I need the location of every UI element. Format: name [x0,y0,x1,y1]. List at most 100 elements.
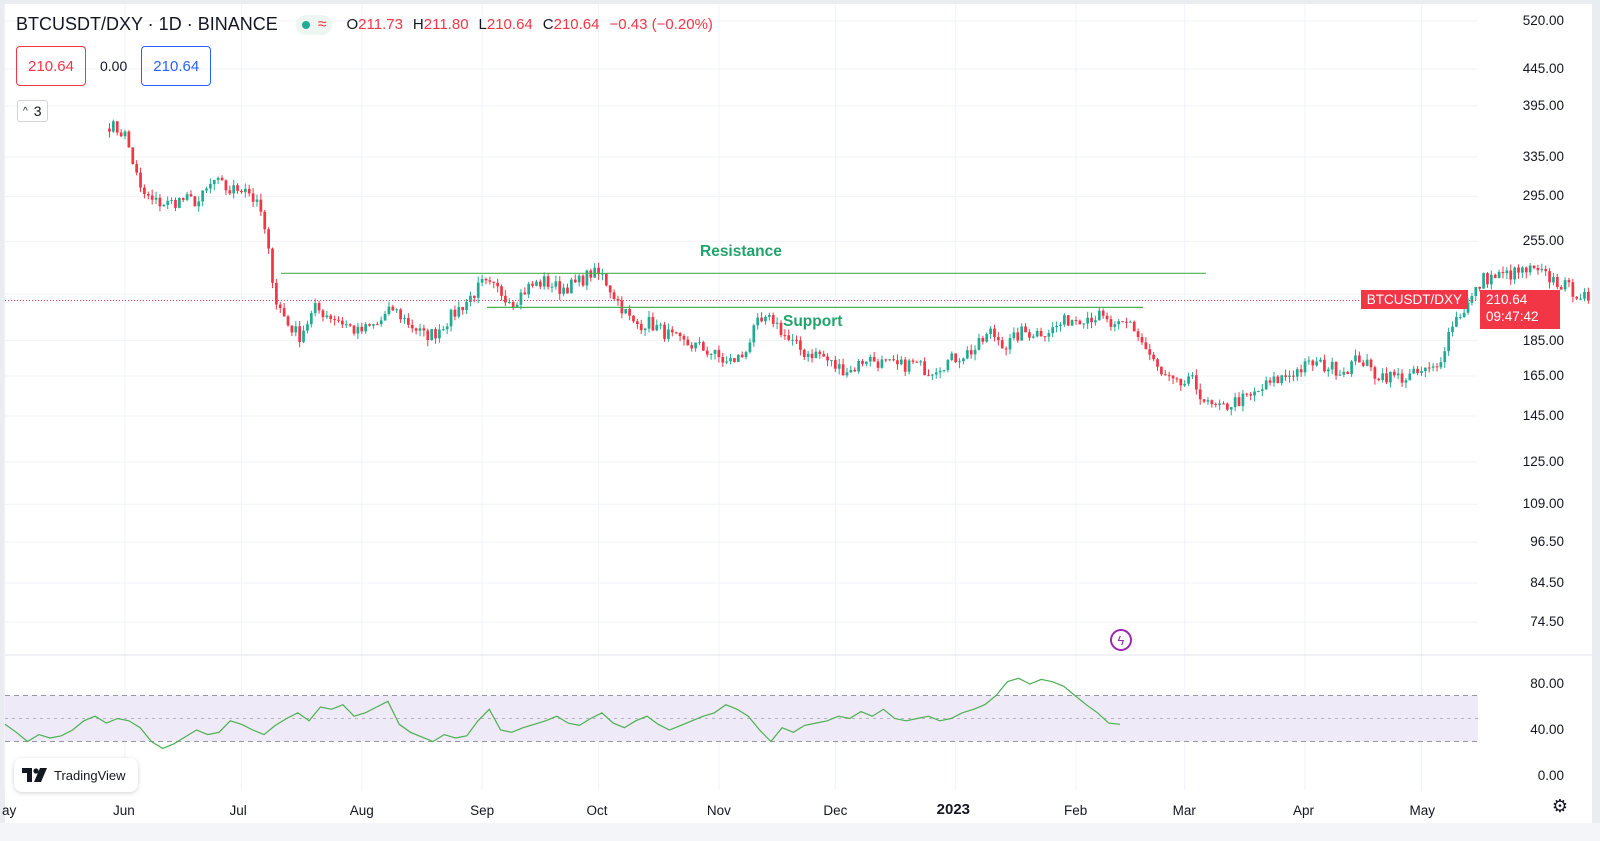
candle-body [166,200,170,205]
candle-body [1276,376,1280,384]
candle-body [158,197,162,207]
support-label[interactable]: Support [783,313,843,330]
candle-body [1361,362,1365,366]
candle-body [1210,400,1214,405]
candle-body [1128,321,1132,323]
candle-body [1583,291,1586,299]
lightning-icon[interactable]: ϟ [1110,629,1132,651]
candle-body [1179,378,1183,386]
buy-button[interactable]: 210.64 [141,46,212,86]
candle-body [1427,367,1431,369]
candle-body [1292,375,1295,377]
candle-body [251,193,255,202]
candle-body [1024,326,1027,333]
candle-body [1171,375,1175,379]
time-tick-label: Jul [229,803,247,818]
candle-body [1047,333,1051,337]
price-tick-label: 445.00 [1522,61,1564,77]
tradingview-logo[interactable]: TradingView [14,758,138,792]
candle-body [787,335,791,340]
candle-body [1086,317,1090,324]
candle-body [146,193,150,196]
candle-body [546,276,550,287]
candle-body [550,286,554,288]
candle-body [275,282,278,305]
candle-body [1218,403,1221,405]
candle-body [395,309,399,311]
candle-body [744,352,748,358]
candle-body [1016,332,1020,341]
candle-body [997,337,1000,341]
candle-body [181,197,185,200]
candle-body [1132,321,1136,332]
time-tick-label: Apr [1293,803,1315,818]
candle-body [1191,375,1194,377]
candle-body [1105,315,1109,320]
price-tick-label: 395.00 [1522,98,1564,114]
candle-body [1443,351,1447,363]
candle-body [341,320,344,325]
candle-body [212,179,216,185]
candle-body [309,313,313,325]
candle-body [379,320,383,325]
candle-body [294,326,298,333]
candle-body [973,349,977,355]
candle-body [329,315,333,320]
candle-body [597,267,600,275]
candle-body [1501,271,1505,274]
candle-body [647,317,651,329]
candle-body [1338,374,1342,376]
candle-body [216,177,220,180]
candle-body [965,350,969,359]
candle-body [1358,355,1361,363]
candle-body [1222,403,1225,405]
candle-body [756,317,760,326]
market-status-badge[interactable]: ≈ [295,14,333,35]
candle-body [740,354,744,358]
candle-body [1268,380,1272,383]
candle-body [958,361,961,363]
candle-body [1097,310,1101,321]
candle-body [391,306,395,311]
time-tick-label: Feb [1064,803,1088,818]
candle-body [278,304,282,309]
candle-body [663,324,666,339]
price-tick-label: 165.00 [1522,368,1564,384]
candle-body [1175,378,1179,380]
candle-body [581,275,585,286]
candle-body [779,322,783,336]
candle-body [1369,359,1373,368]
candle-body [1113,324,1117,327]
open-value: 211.73 [358,16,403,33]
chevron-up-icon: ^ [23,105,28,117]
price-tick-label: 145.00 [1522,408,1564,423]
candle-body [263,211,267,230]
candle-body [1412,368,1416,374]
candle-body [337,319,340,321]
candle-body [438,329,441,339]
candle-body [993,328,996,338]
candle-body [1563,280,1567,290]
resistance-label[interactable]: Resistance [700,243,782,260]
gear-icon[interactable]: ⚙ [1551,796,1568,816]
candle-body [604,273,608,286]
sell-button[interactable]: 210.64 [16,46,86,86]
symbol-title[interactable]: BTCUSDT/DXY · 1D · BINANCE [16,14,278,34]
candle-body [659,324,663,326]
price-tick-label: 520.00 [1522,13,1564,28]
candle-body [500,286,503,296]
time-tick-label: Jun [113,803,135,818]
candle-body [1140,336,1144,343]
high-label: H [412,16,424,33]
indicators-toggle[interactable]: ^ 3 [17,100,48,122]
candle-body [243,188,247,193]
candle-body [837,364,841,369]
candle-body [608,285,612,293]
price-tick-label: 84.50 [1530,575,1564,590]
candle-body [1408,373,1412,381]
candle-body [927,375,930,377]
candle-body [1451,326,1454,333]
candle-body [247,188,251,194]
